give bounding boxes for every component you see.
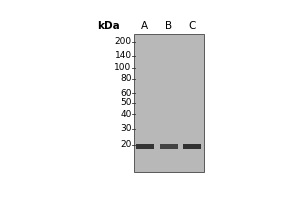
Text: 200: 200 (115, 37, 132, 46)
Text: 30: 30 (120, 124, 132, 133)
Text: 100: 100 (114, 63, 132, 72)
Text: 140: 140 (115, 51, 132, 60)
Text: 40: 40 (120, 110, 132, 119)
Text: 60: 60 (120, 89, 132, 98)
Text: 80: 80 (120, 74, 132, 83)
Text: B: B (165, 21, 172, 31)
Text: kDa: kDa (97, 21, 120, 31)
Text: C: C (188, 21, 196, 31)
Bar (160, 144, 178, 149)
Text: 50: 50 (120, 98, 132, 107)
Bar (183, 144, 201, 149)
Text: A: A (141, 21, 148, 31)
Bar (136, 144, 154, 149)
Text: 20: 20 (120, 140, 132, 149)
